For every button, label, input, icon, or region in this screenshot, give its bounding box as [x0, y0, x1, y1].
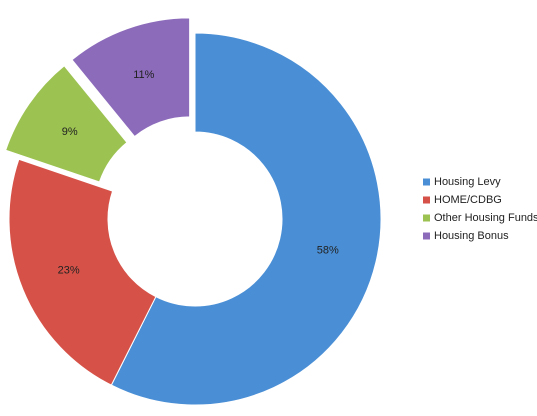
legend-swatch [423, 178, 430, 186]
data-label: 23% [58, 265, 80, 277]
legend-label: Housing Levy [434, 176, 501, 188]
donut-slice [8, 158, 157, 386]
legend-swatch [423, 214, 430, 222]
data-label: 11% [133, 69, 154, 81]
donut-slice [5, 65, 128, 183]
legend-label: Housing Bonus [434, 230, 509, 242]
legend-label: Other Housing Funds [434, 212, 537, 224]
legend-swatch [423, 196, 430, 204]
data-label: 9% [62, 126, 78, 138]
data-label: 58% [317, 244, 339, 256]
donut-slice [71, 17, 191, 138]
legend-swatch [423, 232, 430, 240]
donut-slice [110, 32, 382, 406]
legend-label: HOME/CDBG [434, 194, 502, 206]
